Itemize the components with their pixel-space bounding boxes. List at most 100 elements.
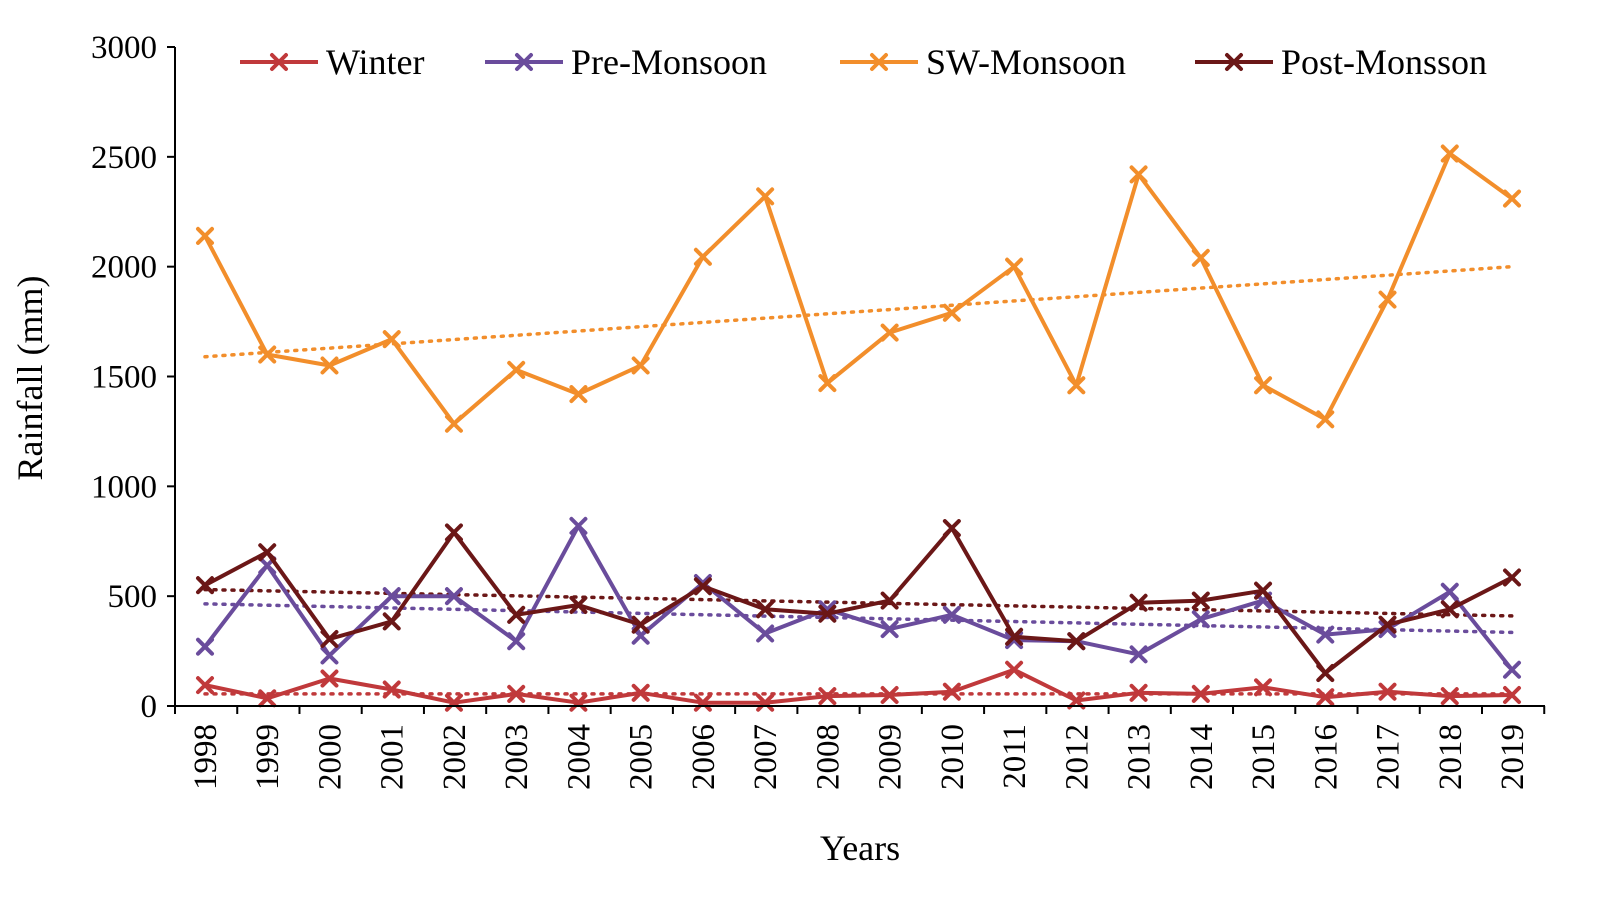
trendline (203, 264, 1514, 359)
x-tick-label: 2014 (1184, 724, 1220, 790)
data-point-marker (631, 356, 650, 375)
data-point-marker (1440, 144, 1459, 163)
data-point-marker (1254, 376, 1273, 395)
data-point-marker (258, 345, 277, 364)
data-point-marker (569, 595, 588, 614)
legend-swatch-marker (515, 53, 533, 71)
data-point-marker (756, 693, 775, 712)
data-point-marker (196, 676, 214, 695)
series-group (196, 660, 1521, 712)
data-point-marker (1067, 632, 1086, 651)
y-tick-label: 3000 (91, 30, 157, 66)
data-point-marker (382, 330, 401, 349)
legend-label: Pre-Monsoon (571, 42, 767, 82)
x-tick-label: 1998 (188, 724, 224, 790)
trendline (203, 602, 1514, 635)
data-point-marker (320, 356, 339, 375)
data-point-marker (1316, 625, 1335, 644)
legend-item: Pre-Monsoon (485, 42, 767, 82)
x-tick-label: 2008 (810, 724, 846, 790)
data-point-marker (1129, 593, 1148, 612)
data-point-marker (631, 683, 650, 702)
data-point-marker (382, 680, 401, 699)
x-tick-label: 2015 (1246, 724, 1282, 790)
y-tick-label: 1000 (91, 469, 157, 505)
y-tick-label: 500 (108, 579, 158, 615)
x-tick-label: 2006 (686, 724, 722, 790)
data-point-marker (880, 686, 899, 705)
data-point-marker (382, 612, 401, 631)
data-point-marker (1316, 688, 1335, 707)
data-point-marker (258, 689, 277, 708)
data-point-marker (693, 577, 712, 596)
data-point-marker (1440, 582, 1459, 601)
x-tick-label: 2007 (748, 724, 784, 790)
data-point-marker (818, 687, 837, 706)
data-point-marker (942, 682, 961, 701)
legend-item: Winter (240, 42, 425, 82)
data-point-marker (1191, 591, 1210, 610)
x-tick-label: 2000 (312, 724, 348, 790)
data-point-marker (756, 624, 775, 643)
data-point-marker (1316, 664, 1335, 683)
y-ticks: 0 500 1000 1500 2000 2500 3000 (91, 30, 175, 725)
data-point-marker (1005, 660, 1024, 679)
data-point-marker (196, 576, 214, 595)
data-point-marker (818, 374, 837, 393)
data-point-marker (1503, 189, 1521, 208)
data-point-marker (880, 323, 899, 342)
data-point-marker (444, 523, 463, 542)
data-point-marker (1503, 660, 1521, 679)
data-point-marker (1129, 683, 1148, 702)
data-point-marker (1129, 645, 1148, 664)
x-tick-label: 2019 (1495, 724, 1531, 790)
data-point-marker (569, 693, 588, 712)
x-tick-label: 2005 (624, 724, 660, 790)
data-point-marker (1005, 257, 1024, 276)
trendline (203, 587, 1514, 618)
data-point-marker (196, 226, 214, 245)
data-point-marker (258, 543, 277, 562)
data-point-marker (1378, 615, 1397, 634)
data-point-marker (1254, 678, 1273, 697)
x-tick-label: 2012 (1059, 724, 1095, 790)
series-line (204, 526, 1513, 675)
legend-item: Post-Monsson (1195, 42, 1487, 82)
data-point-marker (1254, 581, 1273, 600)
data-point-marker (507, 684, 526, 703)
data-point-marker (196, 637, 214, 656)
x-tick-label: 2001 (375, 724, 411, 790)
x-tick-label: 2016 (1308, 724, 1344, 790)
data-point-marker (1440, 687, 1459, 706)
data-point-marker (942, 303, 961, 322)
legend-label: Winter (326, 42, 425, 82)
data-point-marker (942, 605, 961, 624)
data-point-marker (880, 620, 899, 639)
data-point-marker (507, 632, 526, 651)
data-point-marker (880, 591, 899, 610)
y-tick-label: 0 (141, 689, 158, 725)
x-tick-label: 2009 (873, 724, 909, 790)
x-tick-label: 2011 (997, 724, 1033, 789)
series-group (196, 516, 1521, 679)
data-point-marker (320, 646, 339, 665)
x-tick-label: 2010 (935, 724, 971, 790)
data-point-marker (320, 630, 339, 649)
data-point-marker (1316, 410, 1335, 429)
series-lines (196, 144, 1521, 712)
x-tick-label: 1999 (250, 724, 286, 790)
x-tick-label: 2002 (437, 724, 473, 790)
legend-label: Post-Monsson (1281, 42, 1487, 82)
series-line (203, 151, 1514, 426)
legend-swatch-marker (870, 53, 888, 71)
data-point-marker (631, 615, 650, 634)
data-point-marker (942, 519, 961, 538)
data-point-marker (444, 587, 463, 606)
data-point-marker (1191, 610, 1210, 629)
data-point-marker (507, 360, 526, 379)
data-point-marker (1503, 568, 1521, 587)
data-point-marker (1378, 290, 1397, 309)
series-group (196, 519, 1521, 683)
x-tick-label: 2017 (1371, 724, 1407, 790)
